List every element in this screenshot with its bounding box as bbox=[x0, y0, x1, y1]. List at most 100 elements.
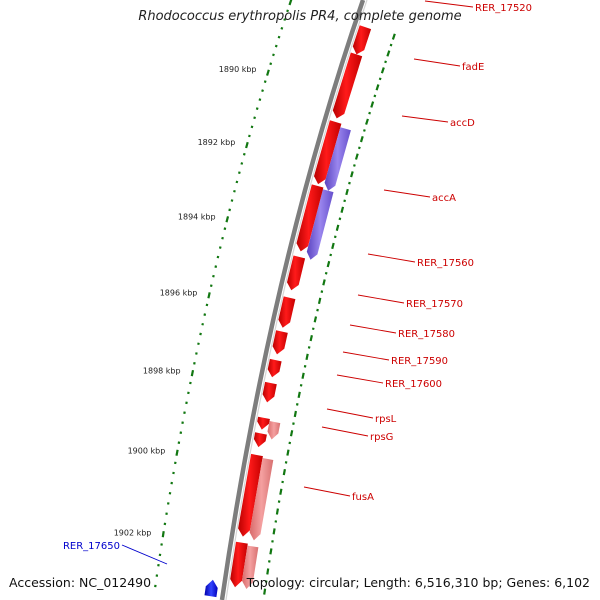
leader-line bbox=[383, 189, 431, 198]
gene-feature[interactable] bbox=[287, 255, 306, 291]
major-tick bbox=[326, 260, 331, 268]
minor-tick bbox=[324, 271, 328, 275]
gene-label-rer_17560[interactable]: RER_17560 bbox=[417, 258, 474, 269]
gene-label-rer_17570[interactable]: RER_17570 bbox=[406, 299, 463, 310]
genome-summary-text: Topology: circular; Length: 6,516,310 bp… bbox=[246, 575, 590, 590]
gene-label-rpsg[interactable]: rpsG bbox=[370, 432, 393, 443]
minor-tick bbox=[248, 134, 251, 138]
major-tick bbox=[317, 297, 322, 305]
major-tick bbox=[225, 216, 230, 223]
major-tick bbox=[289, 430, 294, 437]
major-tick bbox=[288, 0, 293, 6]
major-tick bbox=[275, 508, 279, 515]
minor-tick bbox=[348, 181, 351, 185]
minor-tick bbox=[228, 208, 231, 212]
gene-label-rpsl[interactable]: rpsL bbox=[375, 414, 397, 425]
major-tick bbox=[331, 242, 335, 250]
gene-feature[interactable] bbox=[267, 358, 282, 378]
gene-label-rer_17520[interactable]: RER_17520 bbox=[475, 3, 532, 14]
gene-feature[interactable] bbox=[352, 25, 372, 55]
gene-label-rer_17580[interactable]: RER_17580 bbox=[398, 329, 455, 340]
leader-line bbox=[326, 408, 374, 419]
minor-tick bbox=[240, 162, 244, 165]
leader-line bbox=[413, 58, 461, 67]
gene-feature[interactable] bbox=[204, 579, 218, 598]
gene-label-acca[interactable]: accA bbox=[432, 193, 456, 204]
gene-label-accd[interactable]: accD bbox=[450, 118, 475, 129]
accession-text: Accession: NC_012490 bbox=[9, 575, 152, 590]
gene-feature[interactable] bbox=[278, 296, 296, 328]
gene-label-rer_17590[interactable]: RER_17590 bbox=[391, 356, 448, 367]
gene-label-fusa[interactable]: fusA bbox=[352, 492, 374, 503]
kbp-label: 1898 kbp bbox=[143, 367, 181, 376]
gene-feature[interactable] bbox=[306, 189, 334, 260]
leader-line bbox=[321, 426, 369, 437]
gene-label-fade[interactable]: fadE bbox=[462, 62, 484, 73]
minor-tick bbox=[242, 152, 246, 156]
leader-line bbox=[349, 324, 397, 334]
gene-feature[interactable] bbox=[296, 184, 324, 252]
minor-tick bbox=[269, 62, 273, 66]
major-tick bbox=[386, 50, 391, 57]
minor-tick bbox=[363, 129, 366, 132]
minor-tick bbox=[357, 146, 361, 150]
major-tick bbox=[305, 353, 309, 361]
minor-tick bbox=[212, 274, 215, 278]
gene-feature[interactable] bbox=[262, 381, 277, 403]
minor-tick bbox=[203, 313, 207, 316]
major-tick bbox=[269, 548, 273, 555]
major-tick bbox=[245, 141, 249, 149]
major-tick bbox=[286, 449, 290, 456]
major-tick bbox=[370, 101, 375, 108]
minor-tick bbox=[258, 98, 262, 102]
minor-tick bbox=[299, 383, 303, 387]
minor-tick bbox=[329, 253, 333, 257]
minor-tick bbox=[280, 26, 284, 30]
gene-feature[interactable] bbox=[332, 52, 363, 119]
minor-tick bbox=[378, 77, 382, 81]
minor-tick bbox=[235, 180, 239, 184]
major-tick bbox=[359, 135, 364, 143]
major-tick bbox=[297, 391, 301, 399]
major-tick bbox=[279, 488, 283, 495]
minor-tick bbox=[253, 116, 256, 120]
gene-feature[interactable] bbox=[249, 458, 274, 541]
gene-feature[interactable] bbox=[253, 432, 267, 448]
map-title: Rhodococcus erythropolis PR4, complete g… bbox=[138, 9, 462, 24]
gene-label-rer_17650[interactable]: RER_17650 bbox=[63, 541, 120, 552]
gene-feature[interactable] bbox=[230, 541, 248, 588]
minor-tick bbox=[353, 164, 356, 167]
gene-feature[interactable] bbox=[267, 421, 281, 440]
leader-line bbox=[401, 115, 449, 123]
minor-tick bbox=[199, 332, 202, 336]
gene-feature[interactable] bbox=[314, 120, 342, 185]
major-tick bbox=[391, 33, 396, 40]
gene-feature[interactable] bbox=[257, 416, 270, 430]
kbp-label: 1902 kbp bbox=[114, 528, 152, 537]
major-tick bbox=[365, 118, 369, 125]
leader-line bbox=[342, 351, 390, 361]
minor-tick bbox=[261, 89, 264, 93]
gene-label-rer_17600[interactable]: RER_17600 bbox=[385, 379, 442, 390]
gene-feature[interactable] bbox=[272, 330, 288, 355]
gene-feature[interactable] bbox=[242, 545, 259, 589]
backbone bbox=[219, 0, 368, 600]
minor-tick bbox=[338, 217, 342, 221]
kbp-label: 1890 kbp bbox=[219, 65, 257, 74]
minor-tick bbox=[292, 422, 295, 425]
major-tick bbox=[175, 449, 179, 456]
minor-tick bbox=[295, 403, 299, 406]
major-tick bbox=[282, 468, 286, 476]
major-tick bbox=[322, 279, 326, 286]
minor-tick bbox=[333, 235, 337, 239]
major-tick bbox=[375, 84, 380, 91]
minor-tick bbox=[250, 125, 254, 129]
major-tick bbox=[380, 67, 385, 74]
gene-feature[interactable] bbox=[324, 127, 351, 191]
gene-feature[interactable] bbox=[238, 453, 263, 537]
major-tick bbox=[266, 568, 270, 575]
major-tick bbox=[354, 153, 359, 160]
major-tick bbox=[190, 369, 195, 377]
minor-tick bbox=[311, 327, 315, 331]
